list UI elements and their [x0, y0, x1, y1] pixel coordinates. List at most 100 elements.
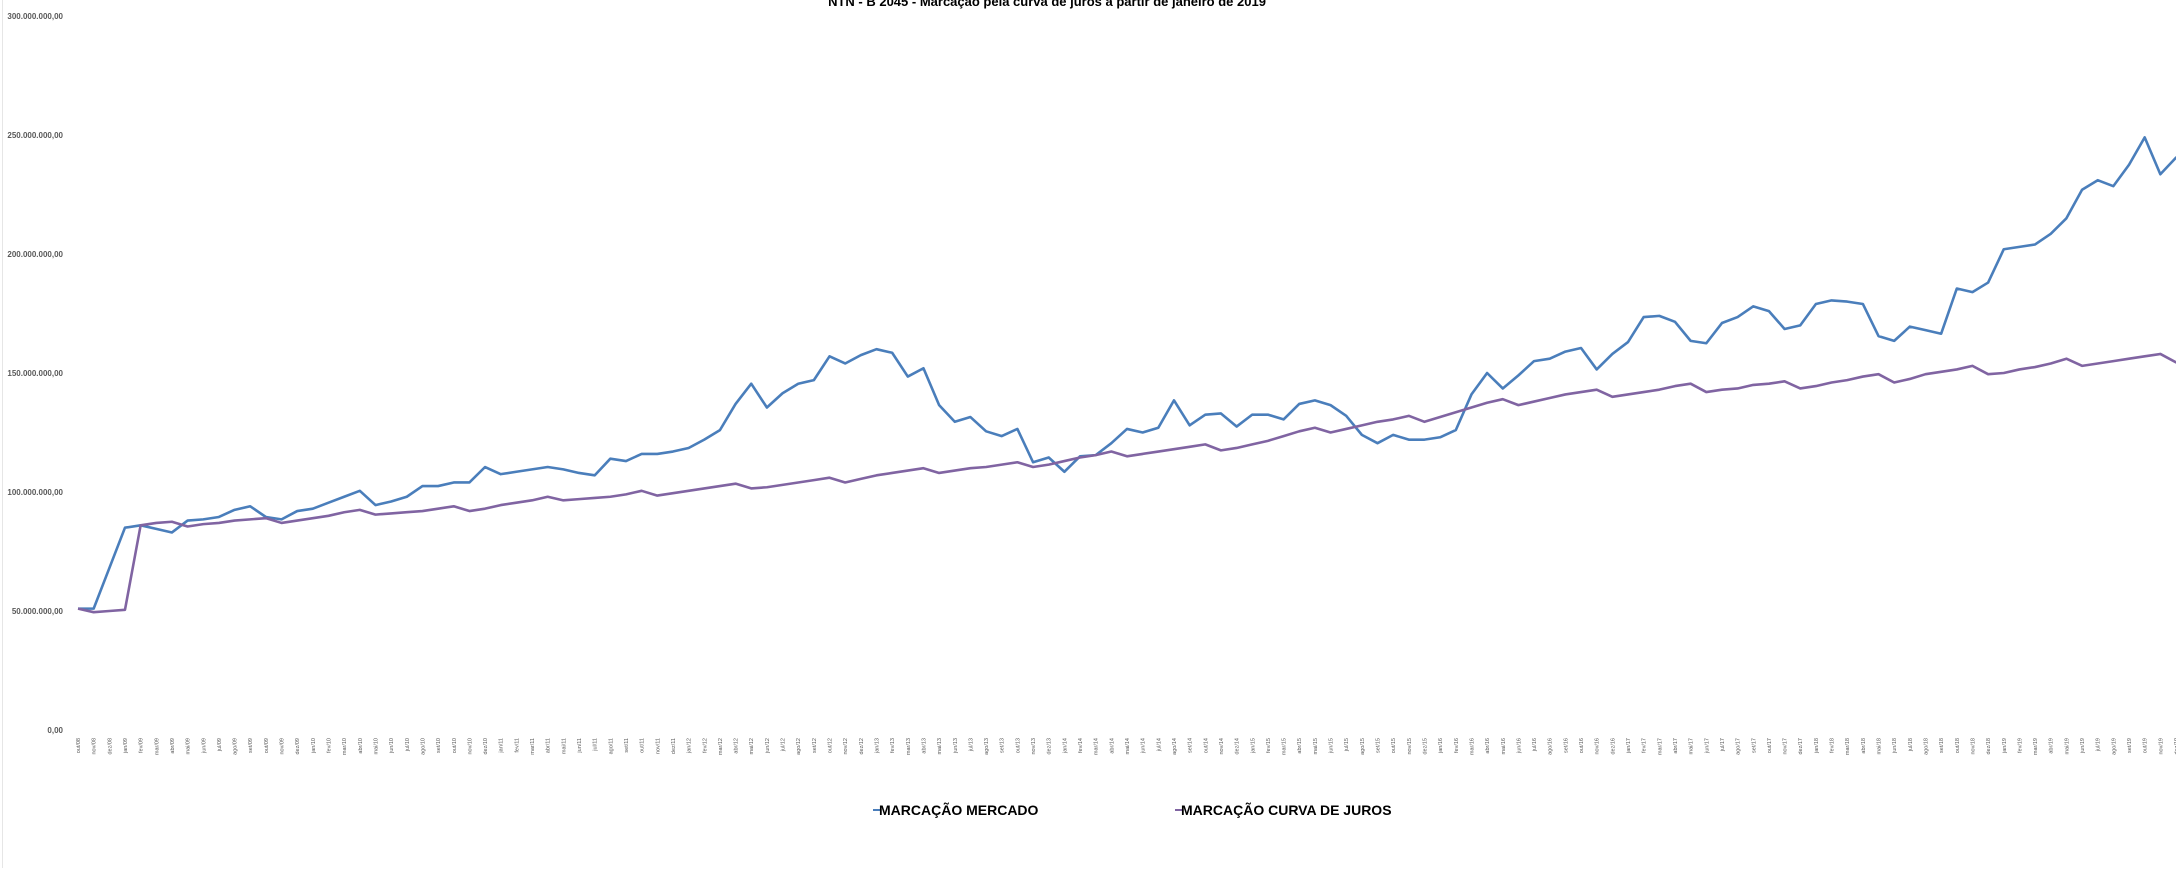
x-tick-label: jun/15	[1329, 738, 1335, 754]
x-tick-label: fev/15	[1266, 738, 1272, 753]
x-tick-label: mar/11	[530, 738, 536, 755]
x-tick-label: jul/17	[1720, 738, 1726, 752]
x-tick-label: out/11	[640, 738, 646, 753]
x-tick-label: ago/16	[1548, 738, 1554, 755]
series-line-mercado	[78, 136, 2176, 610]
y-tick-label: 150.000.000,00	[7, 369, 63, 378]
x-tick-label: jan/09	[123, 738, 129, 754]
x-tick-label: fev/12	[702, 738, 708, 753]
y-tick-label: 50.000.000,00	[12, 607, 64, 616]
x-tick-label: ago/13	[984, 738, 990, 755]
x-tick-label: dez/18	[1986, 738, 1992, 755]
x-tick-label: dez/09	[295, 738, 301, 755]
x-tick-label: ago/18	[1923, 738, 1929, 755]
x-tick-label: mai/11	[561, 738, 567, 754]
chart-title: NTN - B 2045 - Marcação pela curva de ju…	[828, 0, 1266, 9]
x-tick-label: fev/19	[2017, 738, 2023, 753]
x-tick-label: abr/15	[1297, 738, 1303, 754]
x-tick-label: jun/13	[953, 738, 959, 754]
x-tick-label: abr/11	[546, 738, 552, 753]
x-tick-label: abr/10	[358, 738, 364, 754]
x-tick-label: mar/18	[1845, 738, 1851, 755]
x-tick-label: dez/15	[1422, 738, 1428, 755]
x-tick-label: mai/15	[1313, 738, 1319, 755]
x-tick-label: jul/16	[1532, 738, 1538, 752]
x-tick-label: mai/17	[1689, 738, 1695, 755]
x-tick-label: jul/14	[1156, 738, 1162, 752]
x-tick-label: nov/08	[92, 738, 98, 755]
x-tick-label: abr/17	[1673, 738, 1679, 754]
x-tick-label: out/15	[1391, 738, 1397, 753]
x-tick-label: nov/16	[1595, 738, 1601, 755]
x-tick-label: jan/12	[687, 738, 693, 754]
x-tick-label: set/10	[436, 738, 442, 753]
x-tick-label: mar/10	[342, 738, 348, 755]
x-tick-label: ago/15	[1360, 738, 1366, 755]
legend-item-mercado: MARCAÇÃO MERCADO	[873, 801, 1039, 818]
legend-label-mercado: MARCAÇÃO MERCADO	[879, 801, 1039, 818]
x-tick-label: mar/13	[906, 738, 912, 755]
x-tick-label: nov/11	[655, 738, 661, 754]
x-tick-label: ago/11	[608, 738, 614, 754]
x-tick-label: jun/16	[1516, 738, 1522, 754]
x-tick-label: nov/19	[2158, 738, 2164, 755]
x-tick-label: fev/18	[1830, 738, 1836, 753]
x-tick-label: jan/16	[1438, 738, 1444, 754]
y-tick-label: 200.000.000,00	[7, 250, 63, 259]
x-tick-label: set/09	[248, 738, 254, 753]
x-tick-label: set/18	[1939, 738, 1945, 753]
x-tick-label: jun/18	[1892, 738, 1898, 754]
x-tick-label: out/13	[1015, 738, 1021, 753]
x-axis: out/08 nov/08 dez/08 jan/09 fev/09 mar/09 abr/…	[76, 738, 2176, 755]
x-tick-label: abr/19	[2049, 738, 2055, 754]
x-tick-label: ago/17	[1736, 738, 1742, 755]
plot-area	[77, 136, 2176, 614]
x-tick-label: fev/14	[1078, 738, 1084, 753]
x-tick-label: jan/13	[874, 738, 880, 754]
x-tick-label: jan/11	[499, 738, 505, 754]
x-tick-label: fev/13	[890, 738, 896, 753]
series-line-curva	[77, 352, 2176, 614]
x-tick-label: ago/10	[420, 738, 426, 755]
x-tick-label: abr/09	[170, 738, 176, 754]
x-tick-label: abr/14	[1109, 738, 1115, 754]
y-axis: 0,00 50.000.000,00 100.000.000,00 150.000.0…	[7, 12, 63, 735]
x-tick-label: dez/10	[483, 738, 489, 755]
x-tick-label: mar/15	[1282, 738, 1288, 755]
legend-item-curva: MARCAÇÃO CURVA DE JUROS	[1175, 801, 1392, 818]
x-tick-label: mai/09	[186, 738, 192, 755]
x-tick-label: jan/15	[1250, 738, 1256, 754]
x-tick-label: jul/10	[405, 738, 411, 752]
x-tick-label: fev/11	[514, 738, 520, 753]
x-tick-label: dez/14	[1235, 738, 1241, 755]
x-tick-label: mar/19	[2033, 738, 2039, 755]
x-tick-label: mai/19	[2064, 738, 2070, 755]
x-tick-label: dez/19	[2174, 738, 2176, 755]
x-tick-label: jun/14	[1141, 738, 1147, 754]
x-tick-label: jul/12	[781, 738, 787, 752]
x-tick-label: nov/14	[1219, 738, 1225, 755]
x-tick-label: mar/17	[1657, 738, 1663, 755]
x-tick-label: jun/17	[1704, 738, 1710, 754]
x-tick-label: jun/09	[201, 738, 207, 754]
x-tick-label: jun/11	[577, 738, 583, 754]
x-tick-label: mai/12	[749, 738, 755, 755]
y-tick-label: 0,00	[47, 726, 63, 735]
x-tick-label: mar/12	[718, 738, 724, 755]
x-tick-label: set/15	[1376, 738, 1382, 753]
y-tick-label: 250.000.000,00	[7, 131, 63, 140]
x-tick-label: abr/18	[1861, 738, 1867, 754]
x-tick-label: set/16	[1563, 738, 1569, 753]
x-tick-label: mai/14	[1125, 738, 1131, 755]
x-tick-label: mai/16	[1501, 738, 1507, 755]
x-tick-label: out/08	[76, 738, 82, 753]
x-tick-label: fev/10	[327, 738, 333, 753]
x-tick-label: out/10	[452, 738, 458, 753]
x-tick-label: out/17	[1767, 738, 1773, 753]
x-tick-label: dez/08	[107, 738, 113, 755]
x-tick-label: ago/19	[2111, 738, 2117, 755]
x-tick-label: mar/09	[154, 738, 160, 755]
x-tick-label: set/14	[1188, 738, 1194, 753]
